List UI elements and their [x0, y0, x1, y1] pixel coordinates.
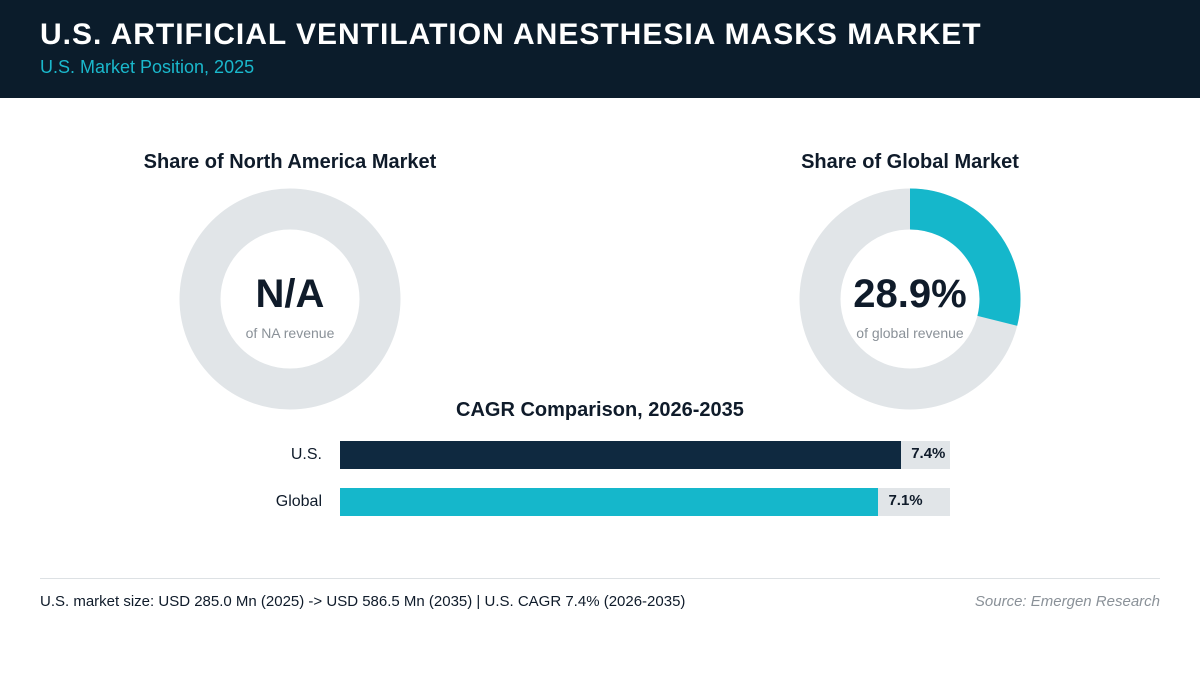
footer-divider: [40, 578, 1160, 579]
na-share-donut-svg: [179, 188, 401, 410]
cagr-title: CAGR Comparison, 2026-2035: [456, 399, 744, 421]
global-share-donut-svg: [799, 188, 1021, 410]
na-share-value: N/A: [255, 272, 325, 316]
global-share-slice: [909, 188, 1021, 326]
bar-us: [340, 441, 902, 469]
bar-global: [340, 488, 879, 516]
global-share-title: Share of Global Market: [801, 151, 1019, 173]
bar-track-us: 7.4%: [340, 441, 950, 469]
page-title: U.S. ARTIFICIAL VENTILATION ANESTHESIA M…: [40, 18, 982, 51]
bar-value-global: 7.1%: [888, 492, 923, 509]
global-share-donut: 28.9% of global revenue: [799, 188, 1021, 410]
global-share-caption: of global revenue: [856, 325, 964, 341]
page-subtitle: U.S. Market Position, 2025: [40, 57, 255, 77]
header-banner: U.S. ARTIFICIAL VENTILATION ANESTHESIA M…: [0, 0, 1200, 98]
bar-label-us: U.S.: [290, 446, 322, 463]
bar-track-global: 7.1%: [340, 488, 950, 516]
bar-label-global: Global: [275, 493, 322, 510]
na-share-track: [179, 188, 401, 410]
footer-source: Source: Emergen Research: [974, 593, 1160, 610]
na-share-title: Share of North America Market: [143, 151, 437, 173]
na-share-caption: of NA revenue: [245, 325, 335, 341]
bar-value-us: 7.4%: [911, 445, 946, 462]
footer-summary: U.S. market size: USD 285.0 Mn (2025) ->…: [40, 593, 686, 610]
na-share-donut: N/A of NA revenue: [179, 188, 401, 410]
global-share-value: 28.9%: [853, 272, 967, 316]
